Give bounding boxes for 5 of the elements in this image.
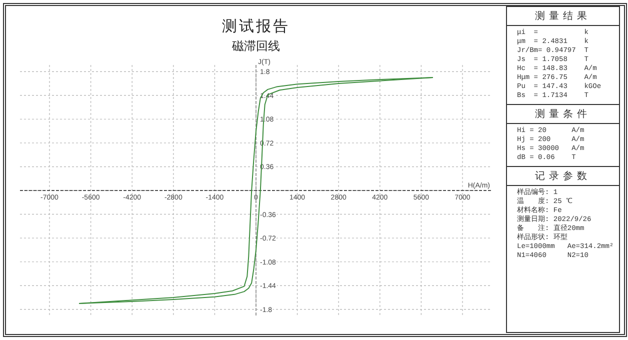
text: 记录参数 [507,167,619,186]
chart-subtitle: 磁滞回线 [231,39,280,53]
text: 测量结果 [507,7,619,26]
chart-title: 测试报告 [222,18,290,35]
text: 测量条件 [507,105,619,124]
